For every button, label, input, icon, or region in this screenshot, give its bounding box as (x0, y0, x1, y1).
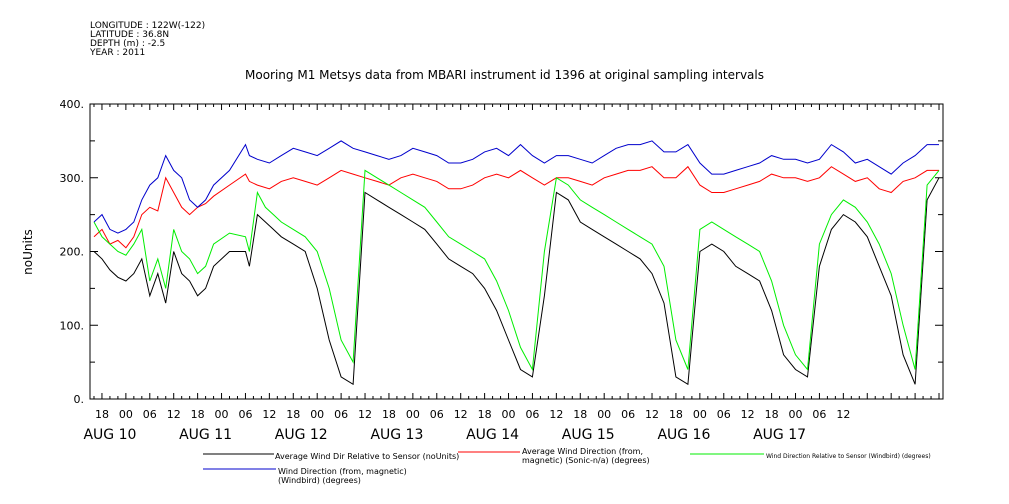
meta-year: YEAR : 2011 (90, 48, 146, 58)
meta-latitude: LATITUDE : 36.8N (90, 30, 170, 40)
y-tick-label: 100. (60, 319, 85, 332)
x-tick-label: 12 (262, 408, 276, 421)
x-tick-label: 06 (812, 408, 826, 421)
meta-depth: DEPTH (m) : -2.5 (90, 39, 166, 49)
x-day-label: AUG 10 (83, 427, 136, 443)
x-day-label: AUG 14 (466, 427, 519, 443)
y-tick-label: 200. (60, 246, 85, 259)
x-tick-label: 12 (741, 408, 755, 421)
x-tick-label: 00 (789, 408, 803, 421)
legend-label-series-3: Wind Direction Relative to Sensor (Windb… (766, 453, 931, 460)
x-tick-label: 12 (167, 408, 181, 421)
x-tick-label: 06 (334, 408, 348, 421)
x-tick-labels: 18 00 06 12 18 00 06 12 18 00 06 12 18 00 06 12 18 00 06 12… (83, 408, 850, 443)
x-tick-label: 18 (382, 408, 396, 421)
x-tick-label: 12 (549, 408, 563, 421)
x-day-label: AUG 11 (179, 427, 232, 443)
x-tick-label: 12 (454, 408, 468, 421)
x-day-label: AUG 13 (370, 427, 423, 443)
x-tick-label: 00 (502, 408, 516, 421)
x-tick-label: 12 (836, 408, 850, 421)
x-tick-label: 06 (143, 408, 157, 421)
y-tick-label: 400. (60, 98, 85, 111)
x-tick-label: 00 (310, 408, 324, 421)
legend-label-series-2: Average Wind Direction (from, magnetic) … (522, 447, 650, 465)
axis-ticks (90, 103, 943, 400)
y-axis-label: noUnits (21, 229, 35, 275)
chart-title: Mooring M1 Metsys data from MBARI instru… (245, 68, 764, 82)
x-day-label: AUG 16 (657, 427, 710, 443)
x-tick-label: 00 (693, 408, 707, 421)
x-tick-label: 18 (191, 408, 205, 421)
data-series (93, 140, 940, 386)
x-day-label: AUG 12 (275, 427, 328, 443)
x-tick-label: 18 (478, 408, 492, 421)
x-tick-label: 06 (717, 408, 731, 421)
x-tick-label: 00 (406, 408, 420, 421)
y-tick-label: 0. (74, 393, 85, 406)
x-tick-label: 18 (286, 408, 300, 421)
x-tick-label: 12 (358, 408, 372, 421)
meta-longitude: LONGITUDE : 122W(-122) (90, 21, 206, 31)
series-line-3 (93, 169, 940, 372)
x-tick-label: 06 (525, 408, 539, 421)
x-tick-label: 18 (765, 408, 779, 421)
x-tick-label: 06 (430, 408, 444, 421)
x-day-label: AUG 15 (562, 427, 615, 443)
series-line-2 (93, 165, 939, 249)
y-tick-label: 300. (60, 172, 85, 185)
legend-swatches (203, 451, 764, 470)
series-line-4 (93, 140, 939, 234)
x-tick-label: 18 (669, 408, 683, 421)
x-tick-label: 12 (645, 408, 659, 421)
x-tick-label: 00 (119, 408, 133, 421)
x-day-label: AUG 17 (753, 427, 806, 443)
x-tick-label: 00 (215, 408, 229, 421)
legend-label-series-4: Wind Direction (from, magnetic) (Windbir… (278, 467, 407, 485)
x-tick-label: 18 (573, 408, 587, 421)
series-line-1 (93, 177, 940, 386)
x-tick-label: 00 (597, 408, 611, 421)
x-tick-label: 18 (95, 408, 109, 421)
x-tick-label: 06 (621, 408, 635, 421)
x-tick-label: 06 (238, 408, 252, 421)
legend-label-series-1: Average Wind Dir Relative to Sensor (noU… (275, 452, 460, 461)
y-tick-labels: 0. 100. 200. 300. 400. (60, 98, 85, 406)
